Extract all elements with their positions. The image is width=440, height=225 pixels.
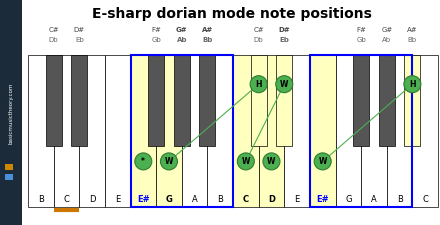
Text: B: B — [217, 196, 223, 205]
Text: *: * — [141, 157, 145, 166]
Bar — [412, 55, 438, 207]
Text: Eb: Eb — [75, 37, 84, 43]
Text: C: C — [63, 196, 70, 205]
Bar — [54, 55, 79, 207]
Text: W: W — [319, 157, 327, 166]
Text: Ab: Ab — [176, 37, 187, 43]
Text: H: H — [409, 80, 416, 89]
Bar — [310, 55, 412, 207]
Text: basicmusictheory.com: basicmusictheory.com — [8, 82, 14, 144]
Bar — [284, 55, 310, 207]
Text: W: W — [280, 80, 289, 89]
Text: A#: A# — [407, 27, 418, 33]
Text: W: W — [165, 157, 173, 166]
Bar — [156, 55, 182, 207]
Text: Bb: Bb — [408, 37, 417, 43]
Text: W: W — [267, 157, 275, 166]
Bar — [71, 55, 87, 146]
Text: Bb: Bb — [202, 37, 213, 43]
Text: D: D — [268, 196, 275, 205]
Circle shape — [314, 153, 331, 170]
Bar — [276, 55, 292, 146]
Bar — [387, 55, 412, 207]
Text: Gb: Gb — [151, 37, 161, 43]
Circle shape — [237, 153, 254, 170]
Bar — [259, 55, 284, 207]
Text: D#: D# — [73, 27, 85, 33]
Bar — [353, 55, 369, 146]
Text: E: E — [294, 196, 300, 205]
Bar — [361, 55, 387, 207]
Text: Db: Db — [254, 37, 264, 43]
Text: C: C — [422, 196, 428, 205]
Text: C#: C# — [253, 27, 264, 33]
Bar — [131, 55, 156, 207]
Text: C#: C# — [48, 27, 59, 33]
Text: W: W — [242, 157, 250, 166]
Bar — [404, 55, 420, 146]
Bar — [379, 55, 395, 146]
Text: H: H — [255, 80, 262, 89]
Text: G: G — [165, 196, 172, 205]
Text: Gb: Gb — [356, 37, 366, 43]
Text: G#: G# — [176, 27, 187, 33]
Text: A: A — [192, 196, 198, 205]
Bar — [310, 55, 335, 207]
Circle shape — [250, 76, 267, 93]
Text: B: B — [38, 196, 44, 205]
Bar — [207, 55, 233, 207]
Bar — [182, 55, 207, 207]
Circle shape — [135, 153, 152, 170]
Text: A#: A# — [202, 27, 213, 33]
Circle shape — [161, 153, 177, 170]
Text: Eb: Eb — [279, 37, 289, 43]
Circle shape — [263, 153, 280, 170]
Text: E#: E# — [137, 196, 150, 205]
Bar — [148, 55, 164, 146]
Text: F#: F# — [356, 27, 366, 33]
Text: D#: D# — [279, 27, 290, 33]
Bar — [0, 0, 22, 225]
Bar — [199, 55, 215, 146]
Text: C: C — [243, 196, 249, 205]
Text: Ab: Ab — [382, 37, 391, 43]
Text: G: G — [345, 196, 352, 205]
Bar — [251, 55, 267, 146]
Text: Db: Db — [49, 37, 59, 43]
Circle shape — [276, 76, 293, 93]
Bar — [5, 164, 13, 170]
Bar — [46, 55, 62, 146]
Text: B: B — [396, 196, 403, 205]
Bar — [131, 55, 233, 207]
Bar — [79, 55, 105, 207]
Text: E#: E# — [316, 196, 329, 205]
Bar — [233, 55, 259, 207]
Circle shape — [404, 76, 421, 93]
Text: E-sharp dorian mode note positions: E-sharp dorian mode note positions — [92, 7, 372, 21]
Text: F#: F# — [151, 27, 161, 33]
Bar — [28, 55, 54, 207]
Text: G#: G# — [381, 27, 392, 33]
Text: A: A — [371, 196, 377, 205]
Text: E: E — [115, 196, 120, 205]
Text: D: D — [89, 196, 95, 205]
Bar — [5, 174, 13, 180]
Bar — [335, 55, 361, 207]
Bar — [174, 55, 190, 146]
Bar — [105, 55, 131, 207]
